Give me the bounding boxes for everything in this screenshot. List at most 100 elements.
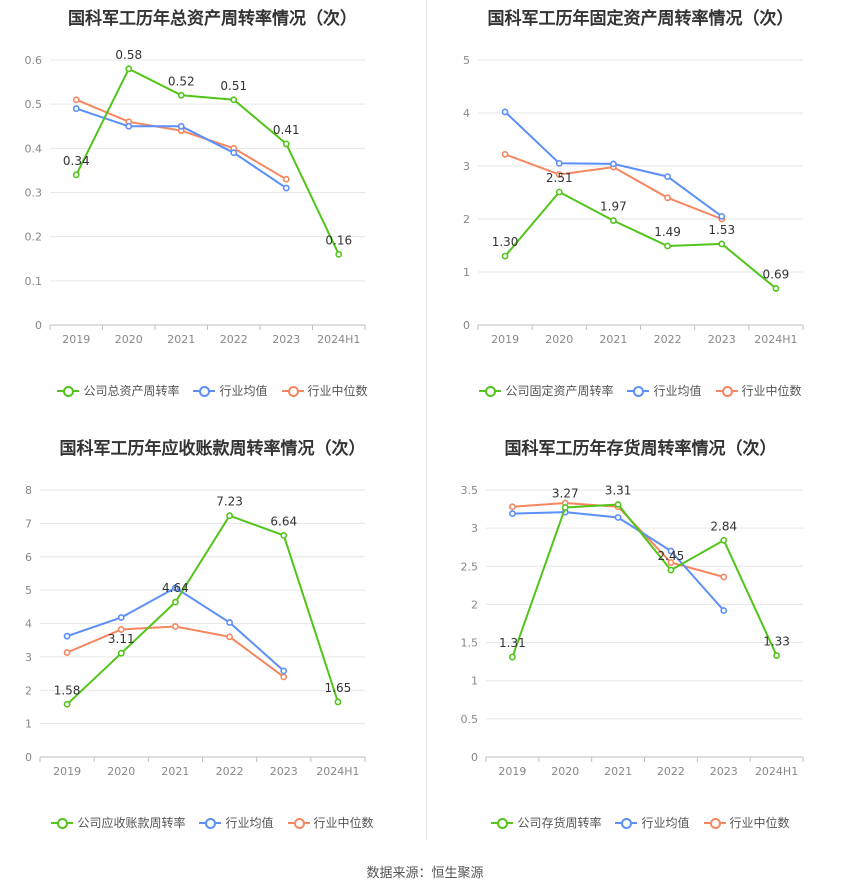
series-point-company xyxy=(63,700,71,708)
x-tick-label: 2019 xyxy=(53,765,81,778)
legend-median-swatch xyxy=(281,385,304,397)
series-point-company xyxy=(334,698,342,706)
legend-industry-median[interactable]: 行业中位数 xyxy=(281,382,368,399)
series-line-avg xyxy=(512,511,725,612)
data-label: 6.64 xyxy=(270,514,297,528)
x-tick-label: 2021 xyxy=(161,765,189,778)
series-point-median xyxy=(555,171,563,178)
series-point-company xyxy=(280,531,288,539)
x-tick-label: 2019 xyxy=(498,765,526,778)
series-point-median xyxy=(501,150,509,158)
series-point-company xyxy=(125,65,133,73)
legend-industry-median[interactable]: 行业中位数 xyxy=(715,382,802,399)
y-tick-label: 0.4 xyxy=(25,142,43,155)
y-tick-label: 0.1 xyxy=(25,275,43,288)
series-line-company xyxy=(504,190,777,290)
y-tick-label: 2.5 xyxy=(461,560,479,573)
series-point-median xyxy=(664,194,671,202)
data-label: 0.52 xyxy=(168,74,195,88)
x-tick-label: 2020 xyxy=(551,765,579,778)
x-tick-label: 2022 xyxy=(654,333,682,346)
legend-industry-average[interactable]: 行业均值 xyxy=(193,382,268,399)
legend-median-label: 行业中位数 xyxy=(741,384,802,398)
series-line-median xyxy=(66,625,285,678)
y-tick-label: 8 xyxy=(25,484,32,497)
y-tick-label: 6 xyxy=(25,551,32,564)
data-label: 1.65 xyxy=(325,681,352,695)
y-tick-label: 0.2 xyxy=(25,231,43,244)
legend-industry-average[interactable]: 行业均值 xyxy=(199,814,274,831)
series-point-avg xyxy=(63,632,71,640)
series-point-avg xyxy=(230,149,238,157)
data-label: 0.41 xyxy=(273,123,300,137)
data-label: 0.34 xyxy=(63,154,90,168)
series-line-company xyxy=(66,514,339,706)
chart-legend: 公司固定资产周转率 行业均值 行业中位数 xyxy=(428,382,850,399)
series-point-avg xyxy=(720,607,728,614)
series-point-avg xyxy=(125,122,133,130)
y-tick-label: 0 xyxy=(463,319,470,332)
y-tick-label: 0 xyxy=(471,751,478,764)
legend-company-swatch xyxy=(57,385,80,397)
series-line-company xyxy=(75,67,340,255)
x-tick-label: 2020 xyxy=(107,765,135,778)
series-point-company xyxy=(561,504,569,511)
series-line-company xyxy=(511,503,778,658)
legend-median-swatch xyxy=(703,817,726,829)
series-point-avg xyxy=(172,584,179,592)
y-tick-label: 1.5 xyxy=(461,637,479,650)
legend-average-swatch xyxy=(615,817,638,829)
y-tick-label: 4 xyxy=(25,618,32,631)
series-point-median xyxy=(72,96,80,104)
legend-company[interactable]: 公司存货周转率 xyxy=(491,814,601,831)
chart-plot: 0 1 2 3 4 5 6 7 8 2019 2020 2021 2022 2023 2024H1 1.58 3… xyxy=(25,484,366,778)
series-point-avg xyxy=(501,108,509,116)
data-label: 1.31 xyxy=(499,636,526,650)
legend-company-swatch xyxy=(491,817,514,829)
x-tick-label: 2023 xyxy=(708,333,736,346)
y-tick-label: 0.5 xyxy=(25,98,43,111)
y-tick-label: 5 xyxy=(25,584,32,597)
data-label: 0.51 xyxy=(220,79,247,93)
series-point-company xyxy=(117,649,125,657)
x-tick-label: 2019 xyxy=(62,333,90,346)
data-label: 3.31 xyxy=(605,483,632,497)
chart-legend: 公司总资产周转率 行业均值 行业中位数 xyxy=(0,382,425,399)
legend-company[interactable]: 公司固定资产周转率 xyxy=(479,382,613,399)
chart-plot: 0 1 2 3 4 5 2019 2020 2021 2022 2023 2024H1 1.30 2.51… xyxy=(463,54,804,346)
panel-divider xyxy=(426,0,427,840)
data-label: 4.64 xyxy=(162,581,189,595)
legend-industry-average[interactable]: 行业均值 xyxy=(615,814,690,831)
data-label: 0.58 xyxy=(115,48,142,62)
series-point-median xyxy=(509,503,516,511)
legend-average-label: 行业均值 xyxy=(653,384,702,398)
x-tick-label: 2023 xyxy=(710,765,738,778)
data-label: 1.33 xyxy=(763,635,790,649)
series-point-company xyxy=(614,501,622,508)
series-point-avg xyxy=(280,667,288,675)
legend-median-label: 行业中位数 xyxy=(313,816,374,830)
legend-average-swatch xyxy=(193,385,216,397)
x-tick-label: 2022 xyxy=(657,765,685,778)
legend-industry-median[interactable]: 行业中位数 xyxy=(287,814,374,831)
legend-company-label: 公司固定资产周转率 xyxy=(505,384,614,398)
chart-receivables-turnover: 国科军工历年应收账款周转率情况（次） 0 1 2 3 4 5 6 7 8 2019 2020 2021… xyxy=(0,432,425,862)
series-point-median xyxy=(282,175,290,183)
data-label: 1.30 xyxy=(492,235,519,249)
series-point-avg xyxy=(555,159,563,167)
legend-median-label: 行业中位数 xyxy=(307,384,368,398)
legend-company[interactable]: 公司总资产周转率 xyxy=(57,382,179,399)
x-tick-label: 2023 xyxy=(270,765,298,778)
legend-company[interactable]: 公司应收账款周转率 xyxy=(51,814,185,831)
legend-industry-median[interactable]: 行业中位数 xyxy=(703,814,790,831)
y-tick-label: 0.5 xyxy=(461,713,479,726)
legend-industry-average[interactable]: 行业均值 xyxy=(627,382,702,399)
data-label: 1.53 xyxy=(708,223,735,237)
y-tick-label: 5 xyxy=(463,54,470,67)
y-tick-label: 1 xyxy=(463,266,470,279)
series-point-avg xyxy=(614,514,622,521)
chart-legend: 公司应收账款周转率 行业均值 行业中位数 xyxy=(0,814,425,831)
series-point-median xyxy=(720,573,728,581)
series-point-company xyxy=(720,536,728,544)
series-point-avg xyxy=(664,173,671,180)
